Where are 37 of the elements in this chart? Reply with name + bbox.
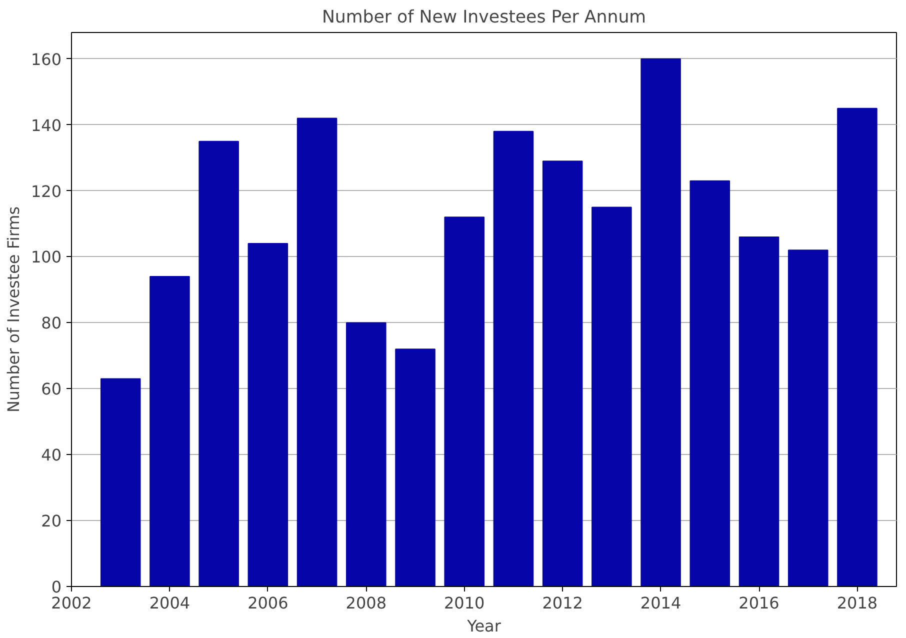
y-tick-label: 100 — [30, 248, 62, 267]
bar — [198, 140, 239, 586]
bar — [100, 378, 141, 586]
y-tick-label: 80 — [41, 314, 62, 333]
bar — [837, 108, 878, 586]
bar — [346, 322, 386, 586]
bar — [640, 58, 681, 586]
x-tick-label: 2008 — [346, 594, 386, 612]
x-tick-label: 2018 — [836, 594, 878, 612]
x-tick-label: 2016 — [738, 594, 780, 612]
bar — [788, 250, 828, 586]
bar — [738, 236, 780, 586]
y-tick-label: 0 — [51, 578, 62, 596]
y-tick-label: 120 — [30, 182, 62, 201]
y-tick-label: 40 — [41, 446, 62, 465]
bar — [150, 276, 190, 586]
bar — [395, 348, 436, 586]
x-tick-label: 2012 — [542, 594, 583, 612]
x-tick-label: 2010 — [444, 594, 485, 612]
bar — [690, 180, 730, 586]
bar — [248, 243, 288, 586]
x-tick-label: 2014 — [640, 594, 682, 612]
bar — [592, 206, 632, 586]
y-tick-label: 20 — [41, 512, 62, 531]
bar — [444, 216, 484, 586]
x-axis-title: Year — [466, 616, 502, 636]
bar — [493, 130, 534, 586]
y-tick-label: 140 — [30, 116, 62, 135]
bar — [542, 160, 583, 586]
x-tick-label: 2002 — [51, 594, 92, 612]
y-axis-title: Number of Investee Firms — [4, 206, 23, 413]
x-tick-label: 2004 — [149, 594, 190, 612]
bar — [296, 118, 338, 586]
chart-title: Number of New Investees Per Annum — [322, 8, 646, 28]
y-tick-label: 60 — [41, 380, 62, 399]
y-tick-label: 160 — [30, 50, 62, 69]
x-tick-label: 2006 — [248, 594, 288, 612]
